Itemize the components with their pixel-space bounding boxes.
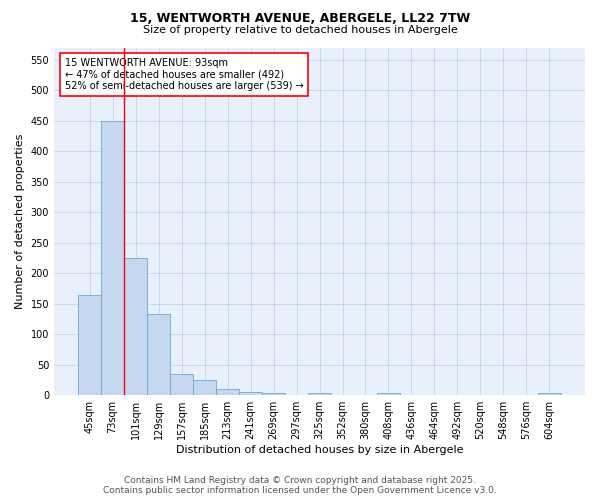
Bar <box>193 380 216 395</box>
Bar <box>124 258 147 395</box>
Bar <box>262 394 285 395</box>
Bar <box>147 314 170 395</box>
Text: Size of property relative to detached houses in Abergele: Size of property relative to detached ho… <box>143 25 457 35</box>
Bar <box>239 392 262 395</box>
Bar <box>308 394 331 395</box>
Text: 15, WENTWORTH AVENUE, ABERGELE, LL22 7TW: 15, WENTWORTH AVENUE, ABERGELE, LL22 7TW <box>130 12 470 26</box>
X-axis label: Distribution of detached houses by size in Abergele: Distribution of detached houses by size … <box>176 445 463 455</box>
Bar <box>170 374 193 395</box>
Bar <box>538 394 561 395</box>
Y-axis label: Number of detached properties: Number of detached properties <box>15 134 25 309</box>
Text: 15 WENTWORTH AVENUE: 93sqm
← 47% of detached houses are smaller (492)
52% of sem: 15 WENTWORTH AVENUE: 93sqm ← 47% of deta… <box>65 58 304 91</box>
Bar <box>377 394 400 395</box>
Bar <box>78 294 101 395</box>
Text: Contains HM Land Registry data © Crown copyright and database right 2025.
Contai: Contains HM Land Registry data © Crown c… <box>103 476 497 495</box>
Bar <box>216 389 239 395</box>
Bar <box>101 120 124 395</box>
